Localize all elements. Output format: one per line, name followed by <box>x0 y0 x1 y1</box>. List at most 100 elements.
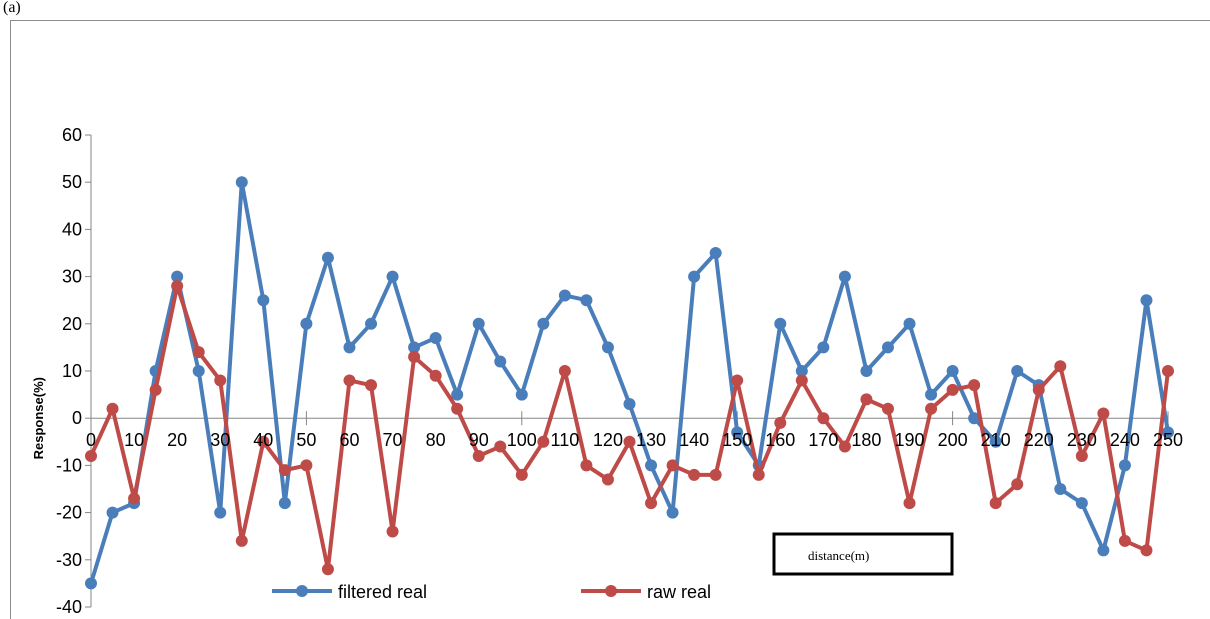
data-point <box>429 369 442 382</box>
data-point <box>408 341 421 354</box>
data-point <box>925 388 938 401</box>
data-point <box>365 379 378 392</box>
x-tick-label: 150 <box>722 430 752 450</box>
data-point <box>688 270 701 283</box>
x-tick-label: 250 <box>1153 430 1183 450</box>
legend-marker <box>605 585 617 597</box>
data-point <box>580 294 593 307</box>
y-tick-label: -40 <box>56 597 82 617</box>
y-tick-label: -20 <box>56 503 82 523</box>
data-point <box>408 350 421 363</box>
x-tick-label: 130 <box>636 430 666 450</box>
data-point <box>1118 459 1131 472</box>
data-point <box>1162 365 1174 377</box>
data-point <box>494 440 507 453</box>
data-point <box>278 497 291 510</box>
data-point <box>709 247 722 259</box>
data-point <box>1075 449 1088 462</box>
y-tick-label: -10 <box>56 455 82 475</box>
data-point <box>1118 534 1131 547</box>
legend-label: raw real <box>647 582 711 602</box>
data-point <box>774 416 787 429</box>
x-tick-label: 230 <box>1067 430 1097 450</box>
data-point <box>881 341 894 354</box>
data-point <box>558 365 571 377</box>
data-point <box>645 497 658 510</box>
data-point <box>85 449 97 462</box>
legend-marker <box>296 585 308 597</box>
data-point <box>795 365 808 377</box>
data-point <box>321 251 334 264</box>
x-tick-label: 30 <box>210 430 230 450</box>
x-tick-label: 120 <box>593 430 623 450</box>
data-point <box>709 468 722 481</box>
data-point <box>860 393 873 406</box>
y-tick-label: 10 <box>62 361 82 381</box>
data-point <box>1162 426 1174 439</box>
x-axis-title-box: distance(m) <box>772 532 954 576</box>
x-tick-label: 210 <box>981 430 1011 450</box>
data-point <box>838 270 851 283</box>
data-point <box>601 341 614 354</box>
x-tick-label: 60 <box>339 430 359 450</box>
data-point <box>1054 483 1067 495</box>
y-axis-title: Response(%) <box>31 377 46 459</box>
series-raw-real <box>85 280 1174 576</box>
data-point <box>968 379 981 392</box>
x-tick-label: 110 <box>551 430 580 450</box>
x-tick-label: 240 <box>1110 430 1140 450</box>
data-point <box>515 468 528 481</box>
data-point <box>235 534 248 547</box>
data-point <box>817 412 830 425</box>
data-point <box>192 365 205 377</box>
data-point <box>429 331 442 344</box>
data-point <box>106 506 119 519</box>
legend-item: raw real <box>581 582 711 602</box>
y-tick-label: 30 <box>62 267 82 287</box>
data-point <box>580 459 593 472</box>
data-point <box>1011 365 1024 377</box>
data-point <box>1140 544 1153 557</box>
data-point <box>838 440 851 453</box>
data-point <box>752 468 765 481</box>
data-point <box>1097 544 1110 557</box>
x-tick-label: 80 <box>426 430 446 450</box>
x-tick-label: 40 <box>253 430 273 450</box>
data-point <box>257 435 270 448</box>
x-tick-label: 20 <box>167 430 187 450</box>
x-tick-label: 50 <box>296 430 316 450</box>
x-tick-label: 200 <box>938 430 968 450</box>
data-point <box>472 449 485 462</box>
x-tick-label: 180 <box>851 430 881 450</box>
data-point <box>903 497 916 510</box>
data-point <box>537 435 550 448</box>
data-point <box>171 270 184 283</box>
data-point <box>235 176 248 189</box>
data-point <box>300 317 313 330</box>
legend-label: filtered real <box>338 582 427 602</box>
data-point <box>731 374 744 387</box>
x-axis-title-frame <box>772 532 954 576</box>
data-point <box>343 374 356 387</box>
x-tick-label: 140 <box>679 430 709 450</box>
data-point <box>795 374 808 387</box>
data-point <box>946 365 959 377</box>
y-tick-label: 40 <box>62 219 82 239</box>
x-tick-label: 170 <box>808 430 838 450</box>
chart-area-border <box>10 20 1210 619</box>
data-point <box>85 577 97 590</box>
data-point <box>946 383 959 396</box>
x-tick-label: 100 <box>507 430 537 450</box>
data-point <box>623 398 636 411</box>
x-tick-label: 160 <box>765 430 795 450</box>
x-tick-label: 10 <box>124 430 144 450</box>
data-point <box>623 435 636 448</box>
y-tick-label: 20 <box>62 314 82 334</box>
y-tick-label: 60 <box>62 125 82 145</box>
data-point <box>989 497 1002 510</box>
data-point <box>278 464 291 477</box>
data-point <box>731 426 744 439</box>
data-point <box>451 402 464 415</box>
data-point <box>386 270 399 283</box>
data-point <box>214 506 227 519</box>
